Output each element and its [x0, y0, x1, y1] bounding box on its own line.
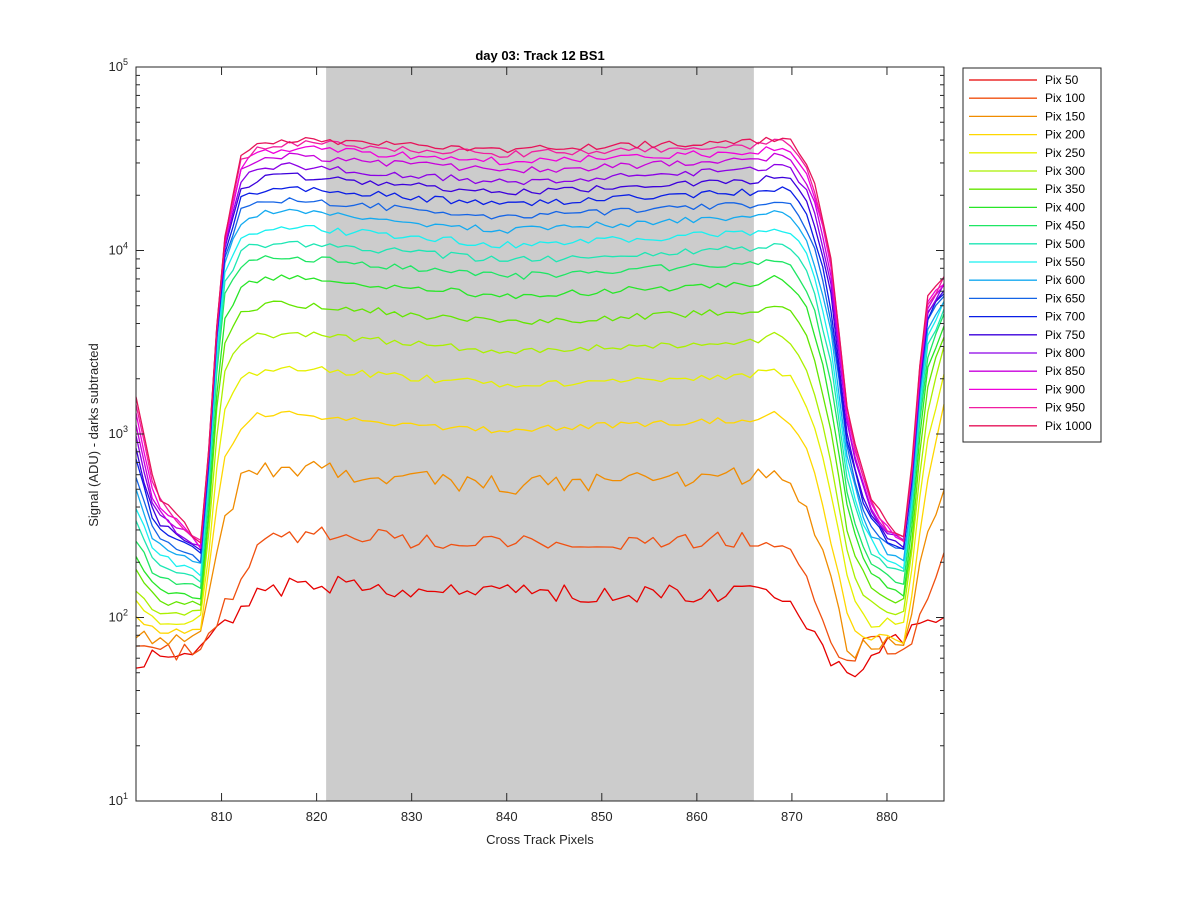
- x-tick-label: 880: [876, 809, 898, 824]
- legend-label: Pix 1000: [1045, 419, 1092, 433]
- series-line-pix-350: [135, 300, 945, 606]
- legend-label: Pix 450: [1045, 219, 1085, 233]
- series-line-pix-700: [135, 186, 945, 554]
- series-line-pix-500: [135, 240, 945, 583]
- legend-label: Pix 850: [1045, 364, 1085, 378]
- x-tick-label: 870: [781, 809, 803, 824]
- legend-label: Pix 900: [1045, 382, 1085, 396]
- x-tick-label: 850: [591, 809, 613, 824]
- series-line-pix-150: [135, 460, 945, 659]
- x-tick-label: 860: [686, 809, 708, 824]
- legend-label: Pix 800: [1045, 346, 1085, 360]
- x-tick-label: 820: [306, 809, 328, 824]
- legend-label: Pix 950: [1045, 401, 1085, 415]
- legend-label: Pix 350: [1045, 182, 1085, 196]
- legend-label: Pix 750: [1045, 328, 1085, 342]
- x-tick-label: 810: [211, 809, 233, 824]
- y-axis-label: Signal (ADU) - darks subtracted: [86, 343, 101, 527]
- legend-label: Pix 200: [1045, 128, 1085, 142]
- series-line-pix-50: [135, 575, 945, 678]
- x-tick-label: 830: [401, 809, 423, 824]
- chart-title: day 03: Track 12 BS1: [475, 48, 604, 63]
- series-layer: [135, 136, 945, 678]
- legend-label: Pix 50: [1045, 73, 1079, 87]
- series-line-pix-950: [135, 138, 945, 543]
- legend-label: Pix 300: [1045, 164, 1085, 178]
- legend: Pix 50 Pix 100 Pix 150 Pix 200 Pix 250 Pix 30…: [962, 67, 1102, 443]
- legend-label: Pix 700: [1045, 310, 1085, 324]
- series-line-pix-100: [135, 526, 945, 662]
- legend-label: Pix 650: [1045, 291, 1085, 305]
- series-line-pix-900: [135, 145, 945, 549]
- legend-label: Pix 100: [1045, 91, 1085, 105]
- series-line-pix-300: [135, 331, 945, 616]
- axes-layer: 810 820 830 840 850 860 870 880 101 102 103 104 105: [109, 57, 945, 824]
- shaded-region: [326, 67, 754, 801]
- legend-label: Pix 150: [1045, 109, 1085, 123]
- series-line-pix-750: [135, 172, 945, 551]
- series-line-pix-1000: [135, 136, 945, 544]
- series-line-pix-550: [135, 224, 945, 577]
- y-tick-label: 104: [109, 241, 128, 258]
- legend-label: Pix 550: [1045, 255, 1085, 269]
- series-line-pix-600: [135, 208, 945, 564]
- series-line-pix-250: [135, 365, 945, 628]
- series-line-pix-400: [135, 274, 945, 600]
- x-tick-label: 840: [496, 809, 518, 824]
- series-line-pix-650: [135, 197, 945, 564]
- y-tick-label: 103: [109, 424, 128, 441]
- y-tick-label: 102: [109, 608, 128, 625]
- legend-label: Pix 500: [1045, 237, 1085, 251]
- legend-label: Pix 400: [1045, 200, 1085, 214]
- legend-label: Pix 600: [1045, 273, 1085, 287]
- y-tick-label: 101: [109, 791, 128, 808]
- legend-box: [962, 67, 1102, 443]
- legend-label: Pix 250: [1045, 146, 1085, 160]
- series-line-pix-850: [135, 152, 945, 550]
- y-tick-label: 105: [109, 57, 128, 74]
- series-line-pix-800: [135, 162, 945, 547]
- series-line-pix-450: [135, 255, 945, 589]
- series-line-pix-200: [135, 403, 945, 645]
- shaded-region-layer: [326, 67, 754, 801]
- x-axis-label: Cross Track Pixels: [486, 832, 594, 847]
